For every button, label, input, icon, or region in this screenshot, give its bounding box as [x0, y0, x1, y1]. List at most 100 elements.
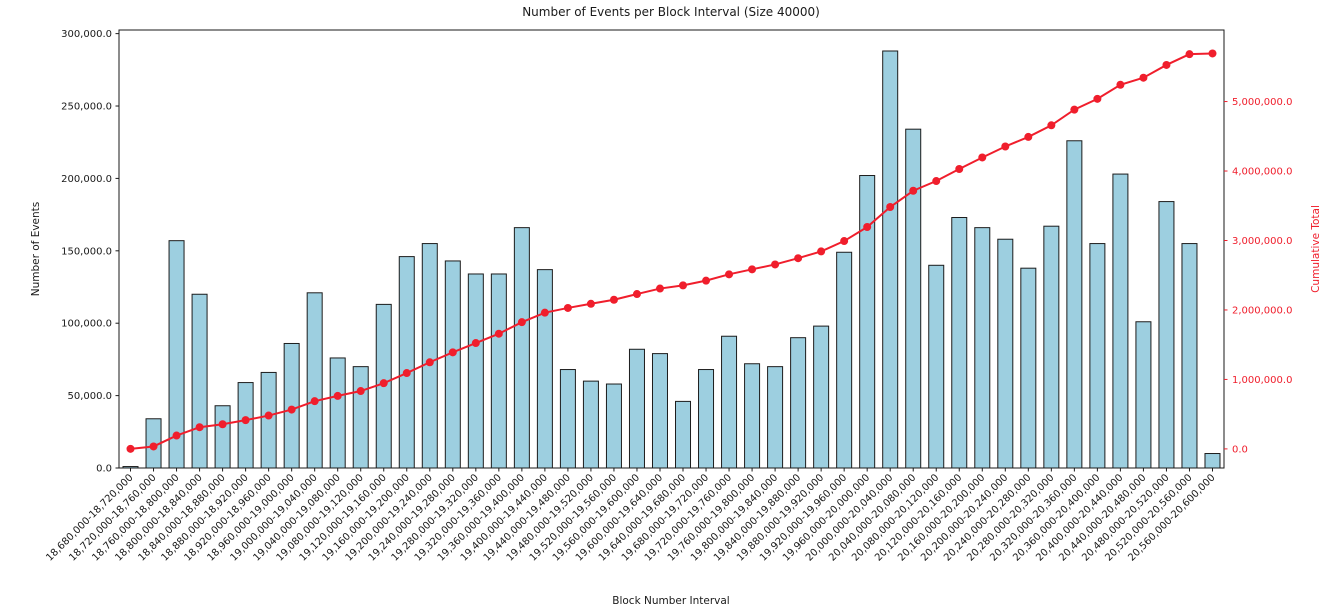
bar	[260, 371, 277, 469]
cumulative-point	[333, 391, 342, 400]
bar	[1020, 267, 1037, 469]
cumulative-point	[195, 423, 204, 432]
cumulative-point	[540, 308, 549, 317]
y-tick-label-left: 200,000.0	[61, 174, 112, 185]
cumulative-point	[702, 276, 711, 285]
cumulative-point	[149, 442, 158, 451]
bar	[859, 175, 876, 469]
cumulative-point	[725, 270, 734, 279]
cumulative-point	[1185, 50, 1194, 59]
y-tick-label-right: 0.0	[1232, 444, 1248, 455]
cumulative-point	[909, 186, 918, 195]
bar	[744, 363, 761, 469]
bar	[813, 325, 830, 469]
bar	[790, 337, 807, 469]
cumulative-point	[310, 397, 319, 406]
bar	[1089, 243, 1106, 469]
cumulative-point	[1162, 60, 1171, 69]
left-axis-label: Number of Events	[30, 201, 42, 297]
cumulative-point	[402, 369, 411, 378]
bar	[329, 357, 346, 469]
bar	[836, 251, 853, 469]
bar	[974, 227, 991, 469]
cumulative-point	[1093, 94, 1102, 103]
bar	[1135, 321, 1152, 469]
y-tick-label-left: 100,000.0	[61, 319, 112, 330]
cumulative-point	[771, 260, 780, 269]
bar	[582, 380, 599, 469]
cumulative-point	[655, 284, 664, 293]
y-tick-label-left: 50,000.0	[67, 391, 112, 402]
cumulative-point	[1001, 142, 1010, 151]
y-tick-label-left: 300,000.0	[61, 29, 112, 40]
cumulative-point	[1024, 132, 1033, 141]
bar	[214, 405, 231, 469]
right-axis-label: Cumulative Total	[1310, 205, 1322, 293]
bar	[237, 382, 254, 469]
cumulative-point	[517, 318, 526, 327]
y-tick-label-right: 1,000,000.0	[1232, 375, 1292, 386]
bar	[721, 335, 738, 469]
cumulative-point	[978, 153, 987, 162]
cumulative-point	[840, 237, 849, 246]
bar	[467, 273, 484, 469]
bar	[1204, 453, 1221, 469]
bar	[767, 366, 784, 469]
cumulative-point	[126, 444, 135, 453]
bar	[951, 217, 968, 469]
chart-title: Number of Events per Block Interval (Siz…	[522, 5, 820, 19]
bar	[905, 128, 922, 469]
bar	[997, 238, 1014, 469]
plot-border	[118, 29, 1225, 469]
cumulative-point	[748, 265, 757, 274]
cumulative-point	[632, 290, 641, 299]
cumulative-point	[794, 254, 803, 263]
cumulative-point	[379, 379, 388, 388]
bar	[122, 466, 139, 469]
y-tick-label-right: 4,000,000.0	[1232, 167, 1292, 178]
bar	[1066, 140, 1083, 469]
cumulative-line	[130, 52, 1213, 450]
bar	[605, 383, 622, 469]
cumulative-point	[679, 281, 688, 290]
bar	[421, 243, 438, 469]
cumulative-point	[287, 405, 296, 414]
bar	[1112, 173, 1129, 469]
bar	[398, 256, 415, 469]
bar	[559, 369, 576, 469]
cumulative-point	[1047, 121, 1056, 130]
bar	[628, 348, 645, 469]
cumulative-point	[471, 339, 480, 348]
y-tick-label-left: 150,000.0	[61, 246, 112, 257]
y-tick-label-right: 3,000,000.0	[1232, 236, 1292, 247]
cumulative-point	[1116, 80, 1125, 89]
cumulative-point	[218, 420, 227, 429]
cumulative-point	[425, 358, 434, 367]
bar	[675, 400, 692, 469]
bar	[698, 369, 715, 469]
cumulative-point	[817, 247, 826, 256]
cumulative-point	[586, 299, 595, 308]
bar	[444, 260, 461, 469]
bar	[306, 292, 323, 469]
cumulative-point	[494, 329, 503, 338]
bar	[928, 264, 945, 469]
cumulative-point	[863, 223, 872, 232]
bar	[513, 227, 530, 469]
cumulative-point	[1208, 49, 1217, 58]
bar	[1158, 201, 1175, 469]
cumulative-point	[932, 177, 941, 186]
bar	[536, 269, 553, 469]
cumulative-point	[448, 348, 457, 357]
y-tick-label-left: 250,000.0	[61, 102, 112, 113]
y-tick-label-right: 5,000,000.0	[1232, 97, 1292, 108]
cumulative-point	[955, 165, 964, 174]
cumulative-point	[356, 387, 365, 396]
y-tick-label-left: 0.0	[96, 464, 112, 475]
y-tick-label-right: 2,000,000.0	[1232, 305, 1292, 316]
bar	[191, 293, 208, 469]
bar	[490, 273, 507, 469]
cumulative-point	[886, 203, 895, 212]
